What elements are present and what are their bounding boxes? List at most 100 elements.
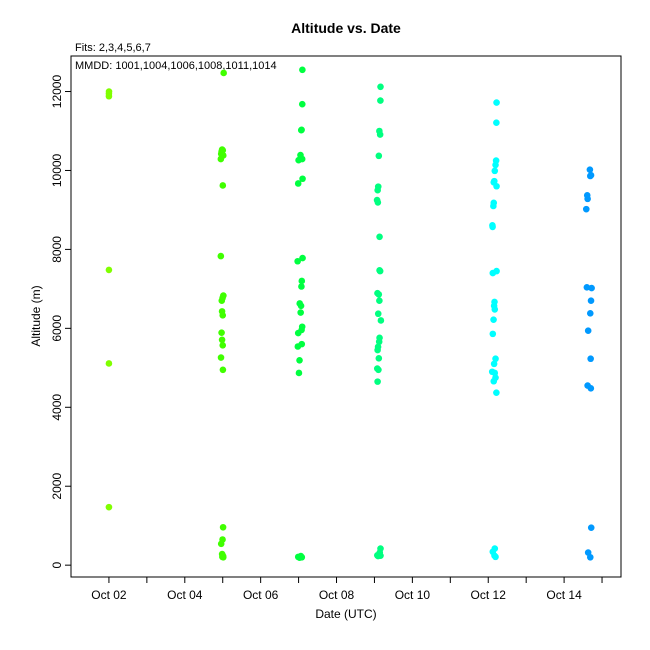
- data-point: [489, 223, 496, 231]
- chart-title: Altitude vs. Date: [291, 20, 401, 36]
- data-points: [105, 66, 595, 561]
- data-point: [490, 377, 498, 385]
- data-point: [298, 100, 306, 108]
- data-point: [294, 180, 302, 187]
- data-point: [374, 552, 382, 560]
- data-point: [489, 330, 497, 338]
- data-point: [297, 126, 305, 134]
- data-point: [586, 166, 594, 173]
- data-point: [105, 266, 113, 274]
- data-point: [490, 360, 498, 368]
- data-point: [490, 316, 497, 323]
- data-point: [375, 291, 383, 298]
- data-point: [586, 553, 594, 561]
- data-point: [217, 354, 225, 361]
- data-point: [492, 355, 499, 363]
- data-point: [376, 131, 384, 138]
- data-point: [219, 366, 227, 374]
- data-point: [586, 310, 594, 317]
- data-point: [218, 336, 226, 344]
- data-point: [375, 355, 383, 362]
- x-axis-label: Date (UTC): [315, 607, 376, 621]
- series: [488, 99, 500, 561]
- data-point: [374, 346, 381, 354]
- data-point: [294, 329, 302, 337]
- data-point: [587, 524, 595, 531]
- data-point: [299, 175, 306, 183]
- data-point: [297, 309, 304, 316]
- data-point: [584, 195, 591, 203]
- y-tick-label: 2000: [50, 473, 64, 500]
- x-tick-label: Oct 04: [167, 588, 203, 602]
- data-point: [587, 297, 595, 305]
- data-point: [299, 66, 306, 74]
- data-point: [105, 503, 113, 511]
- data-point: [219, 182, 227, 189]
- x-tick-label: Oct 12: [471, 588, 507, 602]
- data-point: [295, 369, 303, 377]
- data-point: [376, 297, 383, 305]
- data-point: [294, 343, 302, 350]
- data-point: [219, 147, 227, 154]
- x-axis: Oct 02 Oct 04 Oct 06 Oct 08 Oct 10 Oct 12 Oct …: [91, 577, 603, 602]
- data-point: [298, 553, 306, 561]
- x-tick-label: Oct 14: [546, 588, 582, 602]
- data-point: [586, 172, 594, 180]
- data-point: [218, 297, 226, 305]
- data-point: [377, 97, 384, 104]
- x-tick-label: Oct 10: [395, 588, 431, 602]
- data-point: [105, 88, 113, 95]
- y-axis-label: Altitude (m): [29, 285, 43, 346]
- data-point: [219, 312, 227, 319]
- data-point: [105, 92, 113, 100]
- y-tick-label: 6000: [50, 315, 64, 342]
- data-point: [493, 182, 500, 190]
- data-point: [298, 283, 305, 290]
- data-point: [490, 202, 497, 210]
- data-point: [492, 553, 499, 561]
- data-point: [376, 233, 383, 241]
- data-point: [296, 357, 303, 364]
- data-point: [492, 161, 499, 169]
- x-tick-label: Oct 08: [319, 588, 355, 602]
- series: [373, 83, 385, 560]
- data-point: [375, 152, 383, 160]
- data-point: [219, 523, 227, 531]
- data-point: [375, 366, 382, 374]
- data-point: [105, 360, 113, 367]
- data-point: [493, 119, 500, 127]
- data-point: [219, 553, 227, 561]
- data-point: [493, 389, 500, 396]
- data-point: [493, 99, 500, 106]
- data-point: [491, 306, 499, 313]
- data-point: [294, 257, 301, 265]
- data-point: [299, 254, 306, 262]
- data-point: [377, 83, 384, 91]
- data-point: [297, 302, 305, 310]
- x-tick-label: Oct 02: [91, 588, 127, 602]
- data-point: [376, 267, 384, 275]
- series: [294, 66, 306, 561]
- y-tick-label: 0: [50, 562, 64, 569]
- data-point: [217, 252, 225, 260]
- data-point: [374, 186, 381, 194]
- data-point: [295, 156, 302, 164]
- data-point: [491, 167, 499, 175]
- data-point: [489, 269, 497, 277]
- fits-note: Fits: 2,3,4,5,6,7: [75, 42, 151, 54]
- data-point: [584, 327, 592, 335]
- data-point: [217, 155, 225, 163]
- data-point: [217, 540, 225, 548]
- data-point: [377, 317, 385, 324]
- data-point: [374, 310, 382, 318]
- data-point: [374, 199, 382, 206]
- data-point: [220, 69, 227, 77]
- y-axis: 0 2000 4000 6000 8000 10000 12000: [50, 75, 71, 569]
- y-tick-label: 8000: [50, 236, 64, 263]
- x-tick-label: Oct 06: [243, 588, 279, 602]
- y-tick-label: 10000: [50, 153, 64, 187]
- y-tick-label: 12000: [50, 75, 64, 109]
- data-point: [298, 277, 306, 285]
- mmdd-note: MMDD: 1001,1004,1006,1008,1011,1014: [75, 60, 277, 72]
- data-point: [587, 385, 595, 392]
